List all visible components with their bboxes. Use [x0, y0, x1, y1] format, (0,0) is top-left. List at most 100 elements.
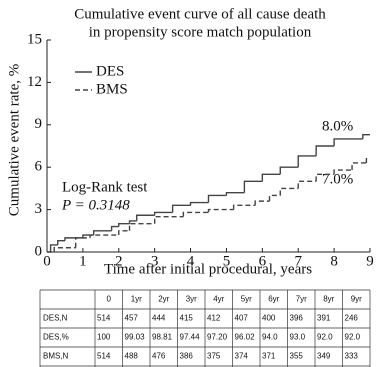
step — [333, 169, 353, 175]
x-tick-label: 6 — [259, 253, 267, 269]
step — [153, 215, 184, 224]
table-cell: 412 — [207, 314, 221, 323]
step — [189, 201, 209, 206]
y-tick-label: 12 — [27, 74, 42, 90]
step — [64, 237, 83, 241]
y-tick-label: 15 — [27, 31, 42, 47]
table-cell: 514 — [97, 352, 111, 361]
step — [153, 211, 173, 216]
y-tick-label: 3 — [35, 201, 43, 217]
x-tick-label: 3 — [151, 253, 159, 269]
step — [57, 239, 65, 245]
step — [75, 237, 91, 248]
step — [118, 230, 130, 236]
table-header: 9yr — [351, 295, 362, 304]
table-header: 6yr — [268, 295, 279, 304]
step — [279, 166, 299, 175]
table-cell: 386 — [180, 352, 194, 361]
table-cell: 476 — [152, 352, 166, 361]
step — [49, 244, 58, 252]
step — [351, 162, 367, 171]
table-cell: 355 — [290, 352, 304, 361]
step — [207, 208, 234, 213]
step — [315, 145, 335, 156]
step — [128, 220, 137, 224]
step — [365, 158, 370, 163]
step — [225, 191, 245, 196]
legend-label: BMS — [96, 81, 128, 97]
table-cell: 488 — [125, 352, 139, 361]
chart-title: Cumulative event curve of all cause deat… — [74, 6, 326, 22]
step — [297, 155, 317, 168]
x-tick-label: 5 — [223, 253, 231, 269]
x-axis-label: Time after initial procedural, years — [104, 261, 312, 277]
annotation: P = 0.3148 — [61, 197, 130, 213]
table-cell: 514 — [97, 314, 111, 323]
annotation: 7.0% — [322, 171, 353, 187]
step — [362, 133, 370, 139]
step — [92, 230, 112, 236]
table-cell: 97.20 — [207, 333, 228, 342]
table-cell: 99.03 — [125, 333, 146, 342]
legend-label: DES — [96, 63, 124, 79]
table-cell: 371 — [262, 352, 276, 361]
table-cell: DES,N — [43, 314, 68, 323]
step — [315, 173, 335, 182]
table-header: 3yr — [186, 295, 197, 304]
annotation: 8.0% — [322, 118, 353, 134]
table-cell: 391 — [317, 314, 331, 323]
step — [136, 214, 155, 221]
table-cell: 100 — [97, 333, 111, 342]
step — [243, 180, 263, 193]
x-tick-label: 4 — [187, 253, 195, 269]
table-cell: 98.81 — [152, 333, 173, 342]
step — [279, 187, 299, 196]
x-tick-label: 7 — [294, 253, 302, 269]
chart-subtitle: in propensity score match population — [89, 24, 312, 40]
table-cell: BMS,N — [43, 352, 69, 361]
table-cell: 415 — [180, 314, 194, 323]
step — [268, 194, 281, 202]
table-cell: 96.02 — [235, 333, 256, 342]
step — [207, 194, 227, 203]
table-cell: 407 — [235, 314, 249, 323]
table-cell: 444 — [152, 314, 166, 323]
y-tick-label: 9 — [35, 116, 43, 132]
table-cell: 375 — [207, 352, 221, 361]
x-tick-label: 1 — [79, 253, 87, 269]
table-cell: DES,% — [43, 333, 69, 342]
table-header: 4yr — [213, 295, 224, 304]
step — [53, 247, 76, 252]
table-cell: 349 — [317, 352, 331, 361]
table-cell: 92.0 — [345, 333, 361, 342]
step — [128, 223, 155, 231]
step — [118, 223, 130, 227]
table-cell: 374 — [235, 352, 249, 361]
step — [89, 234, 119, 238]
step — [297, 180, 317, 189]
step — [261, 173, 281, 182]
table-cell: 93.0 — [290, 333, 306, 342]
x-tick-label: 0 — [43, 253, 51, 269]
y-axis-label: Cumulative event rate, % — [6, 64, 22, 216]
step — [333, 138, 363, 146]
table-cell: 94.0 — [262, 333, 278, 342]
table-cell: 400 — [262, 314, 276, 323]
table-cell: 246 — [345, 314, 359, 323]
table-cell: 333 — [345, 352, 359, 361]
table-header: 0 — [107, 295, 112, 304]
x-tick-label: 9 — [366, 253, 374, 269]
y-tick-label: 6 — [35, 159, 43, 175]
x-tick-label: 8 — [330, 253, 338, 269]
table-cell: 457 — [125, 314, 139, 323]
step — [254, 200, 270, 206]
y-tick-label: 0 — [35, 243, 43, 259]
table-header: 1yr — [131, 295, 142, 304]
table-header: 5yr — [241, 295, 252, 304]
table-header: 7yr — [296, 295, 307, 304]
annotation: Log-Rank test — [62, 179, 148, 195]
step — [182, 211, 209, 217]
step — [110, 225, 119, 231]
step — [232, 204, 256, 210]
